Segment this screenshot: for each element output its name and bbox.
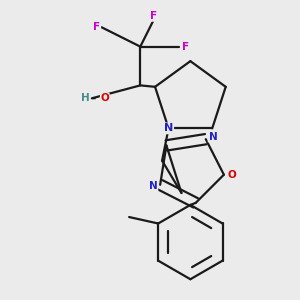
Text: -: - [92, 93, 96, 103]
Text: H: H [82, 93, 90, 103]
Text: N: N [149, 182, 158, 191]
Text: N: N [208, 132, 217, 142]
Text: O: O [228, 170, 236, 180]
Text: F: F [93, 22, 100, 32]
Text: F: F [150, 11, 157, 21]
Text: O: O [100, 93, 109, 103]
Text: N: N [164, 123, 173, 134]
Text: F: F [182, 42, 189, 52]
